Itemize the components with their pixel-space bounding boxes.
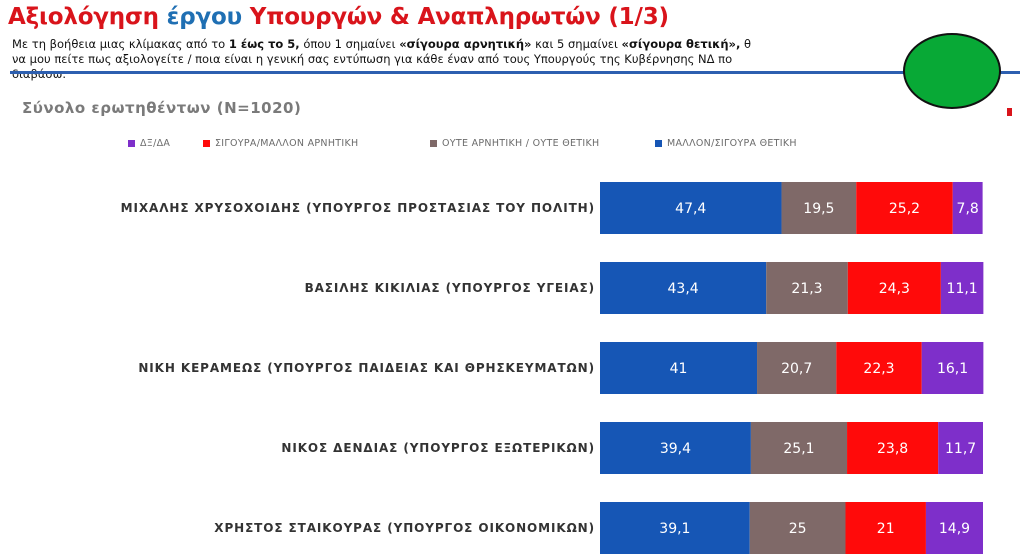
bar-segment-positive [600,262,767,314]
data-label-neutral: 25,1 [783,441,814,457]
legend-item-dk: ΔΞ/ΔΑ [128,138,170,149]
bar-segment-positive [600,182,782,234]
data-label-dk: 16,1 [937,361,968,377]
data-label-neutral: 19,5 [803,201,834,217]
desc-text-g: θ [740,37,752,51]
data-label-dk: 11,7 [945,441,976,457]
bar-segment-neutral [749,502,846,554]
bar-segment-negative [847,262,941,314]
data-label-positive: 41 [670,361,688,377]
bar-segment-neutral [766,262,848,314]
description-line-1: Με τη βοήθεια μιας κλίμακας από το 1 έως… [12,37,902,52]
legend-item-negative: ΣΙΓΟΥΡΑ/ΜΑΛΛΟΝ ΑΡΝΗΤΙΚΗ [203,138,358,149]
bar-segment-dk [938,422,983,474]
data-label-dk: 7,8 [957,201,979,217]
sample-size-label: Σύνολο ερωτηθέντων (N=1020) [22,99,302,117]
category-label: ΜΙΧΑΛΗΣ ΧΡΥΣΟΧΟΙΔΗΣ (ΥΠΟΥΡΓΟΣ ΠΡΟΣΤΑΣΙΑΣ… [121,201,595,215]
desc-positive-term: «σίγουρα θετική», [621,37,741,51]
desc-text-e: και 5 σημαίνει [531,37,622,51]
data-label-positive: 39,1 [659,521,690,537]
legend-item-positive: ΜΑΛΛΟΝ/ΣΙΓΟΥΡΑ ΘΕΤΙΚΗ [655,138,797,149]
data-label-positive: 39,4 [660,441,691,457]
data-label-neutral: 21,3 [791,281,822,297]
category-label: ΝΙΚΟΣ ΔΕΝΔΙΑΣ (ΥΠΟΥΡΓΟΣ ΕΞΩΤΕΡΙΚΩΝ) [281,441,595,455]
bar-segment-negative [845,502,926,554]
corner-mark [1007,108,1012,116]
data-label-dk: 11,1 [947,281,978,297]
legend-swatch-positive [655,140,662,147]
data-label-negative: 25,2 [889,201,920,217]
title-part-1: Αξιολόγηση [8,4,167,30]
data-label-neutral: 20,7 [781,361,812,377]
category-label: ΒΑΣΙΛΗΣ ΚΙΚΙΛΙΑΣ (ΥΠΟΥΡΓΟΣ ΥΓΕΙΑΣ) [305,281,595,295]
bar-segment-neutral [757,342,837,394]
legend-item-neutral: ΟΥΤΕ ΑΡΝΗΤΙΚΗ / ΟΥΤΕ ΘΕΤΙΚΗ [430,138,599,149]
legend-swatch-negative [203,140,210,147]
legend-label-dk: ΔΞ/ΔΑ [140,138,171,149]
data-label-positive: 47,4 [675,201,706,217]
bar-segment-dk [921,342,984,394]
bar-segment-dk [925,502,983,554]
data-label-dk: 14,9 [939,521,970,537]
bar-segment-positive [600,502,750,554]
data-label-neutral: 25 [789,521,807,537]
data-label-negative: 23,8 [877,441,908,457]
bar-segment-dk [952,182,983,234]
title-part-2: έργου [166,4,242,30]
bar-segment-negative [836,342,922,394]
legend-swatch-dk [128,140,135,147]
green-circle-logo [903,33,1001,109]
legend-label-positive: ΜΑΛΛΟΝ/ΣΙΓΟΥΡΑ ΘΕΤΙΚΗ [667,138,797,149]
data-label-negative: 21 [877,521,895,537]
bar-segment-positive [600,342,758,394]
desc-negative-term: «σίγουρα αρνητική» [399,37,532,51]
bar-segment-positive [600,422,751,474]
data-label-positive: 43,4 [668,281,699,297]
page-title: Αξιολόγηση έργου Υπουργών & Αναπληρωτών … [8,4,669,30]
category-label: ΝΙΚΗ ΚΕΡΑΜΕΩΣ (ΥΠΟΥΡΓΟΣ ΠΑΙΔΕΙΑΣ ΚΑΙ ΘΡΗ… [138,361,595,375]
description-line-2: να μου πείτε πως αξιολογείτε / ποια είνα… [12,52,733,66]
bar-segment-dk [940,262,984,314]
bar-segment-negative [856,182,953,234]
question-description: Με τη βοήθεια μιας κλίμακας από το 1 έως… [12,37,902,84]
category-label: ΧΡΗΣΤΟΣ ΣΤΑΙΚΟΥΡΑΣ (ΥΠΟΥΡΓΟΣ ΟΙΚΟΝΟΜΙΚΩΝ… [214,521,595,535]
legend-label-negative: ΣΙΓΟΥΡΑ/ΜΑΛΛΟΝ ΑΡΝΗΤΙΚΗ [215,138,359,149]
bar-segment-neutral [750,422,848,474]
description-line-3: διαβάσω. [12,67,67,81]
data-label-negative: 22,3 [863,361,894,377]
desc-scale-range: 1 έως το 5, [228,37,300,51]
desc-text-c: όπου 1 σημαίνει [299,37,400,51]
legend-label-neutral: ΟΥΤΕ ΑΡΝΗΤΙΚΗ / ΟΥΤΕ ΘΕΤΙΚΗ [442,138,600,149]
data-label-negative: 24,3 [879,281,910,297]
header-divider [10,71,1020,74]
bar-segment-neutral [781,182,857,234]
bar-segment-negative [847,422,939,474]
title-part-3: Υπουργών & Αναπληρωτών (1/3) [241,4,669,30]
desc-text-a: Με τη βοήθεια μιας κλίμακας από το [12,37,229,51]
legend-swatch-neutral [430,140,437,147]
